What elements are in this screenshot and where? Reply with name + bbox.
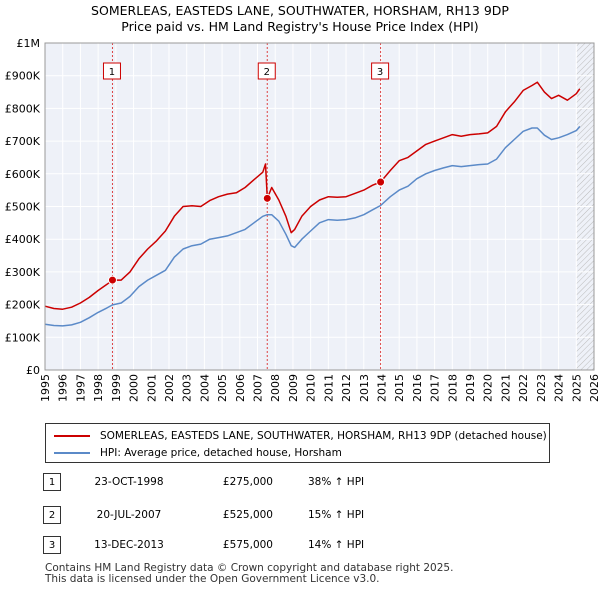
y-tick-label: £600K [5,168,41,181]
footer-licence: This data is licensed under the Open Gov… [45,573,380,585]
sale-row: 1 23-OCT-1998 £275,000 38% ↑ HPI [43,473,563,493]
price-chart: £0 £100K £200K £300K £400K £500K £600K £700K £80… [5,37,600,402]
legend-label-property: SOMERLEAS, EASTEDS LANE, SOUTHWATER, HOR… [100,430,547,442]
sale-marker-box [257,62,276,80]
x-tick-label: 2020 [482,374,495,402]
sale-row: 3 13-DEC-2013 £575,000 14% ↑ HPI [43,536,563,556]
x-tick-label: 2001 [145,374,158,402]
x-tick-label: 2005 [216,374,229,402]
y-tick-label: £100K [5,331,41,344]
sale-hpi-diff: 15% ↑ HPI [308,509,365,521]
x-tick-label: 2004 [198,374,211,402]
sale-marker-label: 1 [109,67,115,78]
x-tick-label: 2024 [553,374,566,402]
sale-point [262,193,272,203]
sale-price: £525,000 [222,509,273,521]
x-tick-label: 1999 [110,374,123,402]
y-tick-label: £900K [5,70,41,83]
y-tick-label: £0 [26,364,40,377]
x-tick-label: 2008 [269,374,282,402]
y-tick-label: £1M [17,37,41,50]
legend-swatch-property [54,435,90,437]
y-tick-label: £200K [5,299,41,312]
x-tick-label: 2025 [570,374,583,402]
legend-swatch-hpi [54,452,90,454]
property-price-line [44,81,581,310]
x-tick-label: 2006 [234,374,247,402]
sale-point [107,275,117,285]
chart-title: SOMERLEAS, EASTEDS LANE, SOUTHWATER, HOR… [91,3,509,18]
x-tick-label: 1997 [74,374,87,402]
y-tick-label: £700K [5,135,41,148]
plot-border [44,42,595,371]
x-tick-label: 2023 [535,374,548,402]
x-tick-label: 2003 [181,374,194,402]
x-tick-label: 2021 [499,374,512,402]
sale-date: 20-JUL-2007 [96,509,162,521]
sale-number: 3 [43,536,61,554]
sale-number: 2 [43,506,61,524]
sale-marker-box [102,62,121,80]
sale-price: £575,000 [222,539,273,551]
sale-date: 13-DEC-2013 [94,539,164,551]
x-tick-label: 2026 [588,374,600,402]
sale-price: £275,000 [222,476,273,488]
y-tick-label: £800K [5,102,41,115]
x-tick-label: 2013 [358,374,371,402]
sale-marker-label: 3 [377,67,383,78]
sale-hpi-diff: 14% ↑ HPI [308,539,365,551]
x-tick-label: 2010 [305,374,318,402]
x-tick-label: 2011 [322,374,335,402]
chart-subtitle: Price paid vs. HM Land Registry's House … [121,19,479,34]
sale-date: 23-OCT-1998 [94,476,164,488]
x-tick-label: 2014 [375,374,388,402]
sale-point [376,177,386,187]
hpi-line [44,125,581,327]
x-tick-label: 2016 [411,374,424,402]
x-tick-label: 2018 [446,374,459,402]
sale-marker-box [371,62,390,80]
sale-hpi-diff: 38% ↑ HPI [308,476,365,488]
y-tick-label: £500K [5,201,41,214]
x-tick-label: 2015 [393,374,406,402]
legend-item-property: SOMERLEAS, EASTEDS LANE, SOUTHWATER, HOR… [54,428,547,444]
x-tick-label: 2000 [128,374,141,402]
sale-number: 1 [43,473,61,491]
sale-marker-label: 2 [264,67,270,78]
x-tick-label: 2002 [163,374,176,402]
legend: SOMERLEAS, EASTEDS LANE, SOUTHWATER, HOR… [45,423,550,463]
legend-label-hpi: HPI: Average price, detached house, Hors… [100,447,342,459]
x-tick-label: 2022 [517,374,530,402]
x-tick-label: 2019 [464,374,477,402]
x-tick-label: 1996 [57,374,70,402]
x-tick-label: 2017 [429,374,442,402]
x-tick-label: 2007 [252,374,265,402]
x-tick-label: 2009 [287,374,300,402]
legend-item-hpi: HPI: Average price, detached house, Hors… [54,445,342,461]
y-tick-label: £400K [5,233,41,246]
footer-copyright: Contains HM Land Registry data © Crown c… [45,562,454,574]
x-tick-label: 1998 [92,374,105,402]
sale-row: 2 20-JUL-2007 £525,000 15% ↑ HPI [43,506,563,526]
y-tick-label: £300K [5,266,41,279]
x-tick-label: 2012 [340,374,353,402]
x-tick-label: 1995 [39,374,52,402]
